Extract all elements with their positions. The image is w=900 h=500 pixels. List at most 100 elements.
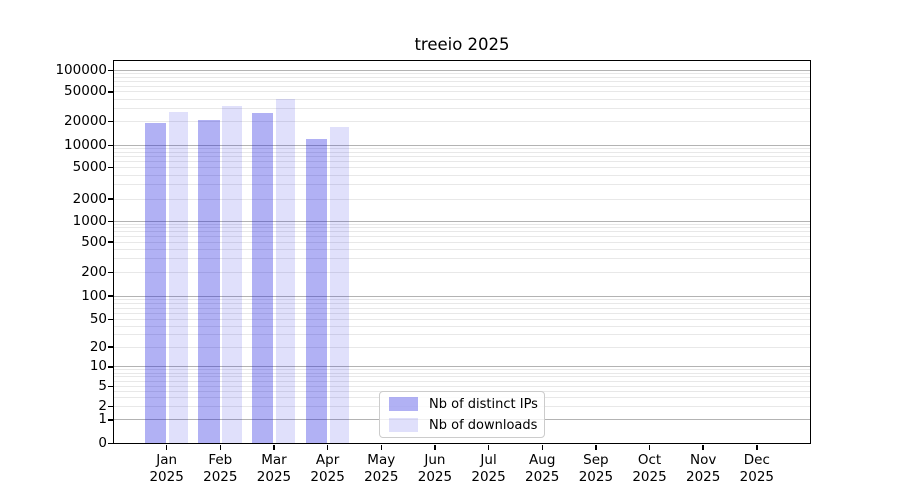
y-tick-label-1: 1	[98, 411, 107, 428]
gridline-minor	[113, 174, 811, 176]
y-tick-mark	[108, 241, 113, 243]
gridline-minor	[113, 346, 811, 348]
x-tick-mark	[648, 444, 651, 450]
y-tick-label-50: 50	[89, 311, 107, 327]
gridline-minor	[113, 258, 811, 260]
gridline-minor	[113, 385, 811, 387]
gridline-minor	[113, 85, 811, 87]
y-tick-label-500: 500	[81, 233, 107, 250]
y-tick-mark	[108, 271, 113, 273]
x-tick-mark	[165, 444, 168, 450]
x-tick-label-jun: Jun 2025	[417, 451, 453, 485]
y-tick-label-50000: 50000	[64, 83, 107, 100]
gridline-minor	[113, 108, 811, 110]
gridline-minor	[113, 166, 811, 168]
gridline-minor	[113, 248, 811, 250]
bar-downloads-apr	[329, 127, 350, 444]
legend-entry-distinct-ips: Nb of distinct IPs	[389, 396, 538, 412]
bar-distinct_ips-apr	[305, 139, 328, 444]
gridline-minor	[113, 148, 811, 150]
chart-title: treeio 2025	[414, 35, 510, 54]
x-tick-label-oct: Oct 2025	[632, 451, 667, 485]
x-tick-mark	[273, 444, 275, 450]
x-tick-mark	[380, 444, 382, 450]
legend: Nb of distinct IPs Nb of downloads	[379, 391, 545, 438]
y-tick-mark	[108, 405, 113, 408]
legend-label-downloads: Nb of downloads	[429, 417, 538, 433]
gridline-minor	[113, 307, 811, 309]
x-tick-mark	[434, 444, 436, 450]
gridline-minor	[113, 236, 811, 238]
y-tick-label-10: 10	[89, 358, 107, 375]
gridline-minor	[113, 227, 811, 229]
y-tick-mark	[108, 346, 113, 348]
gridline-minor	[113, 376, 811, 378]
y-tick-label-1000: 1000	[72, 212, 107, 229]
x-tick-label-nov: Nov 2025	[686, 451, 721, 485]
y-tick-mark	[108, 366, 113, 368]
gridline-major	[113, 144, 811, 146]
legend-swatch-downloads-icon	[389, 418, 418, 432]
y-tick-label-100: 100	[81, 287, 107, 304]
y-tick-label-0: 0	[98, 435, 107, 451]
y-tick-mark	[108, 220, 113, 222]
gridline-minor	[113, 380, 811, 382]
legend-label-distinct-ips: Nb of distinct IPs	[429, 396, 538, 412]
gridline-minor	[113, 299, 811, 301]
y-tick-mark	[108, 442, 113, 445]
gridline-minor	[113, 303, 811, 305]
gridline-minor	[113, 271, 811, 273]
y-tick-mark	[108, 295, 113, 297]
gridline-minor	[113, 184, 811, 186]
gridline-minor	[113, 198, 811, 200]
y-tick-mark	[108, 166, 113, 168]
y-tick-label-2000: 2000	[72, 190, 107, 207]
x-tick-mark	[487, 444, 490, 450]
bar-distinct_ips-mar	[251, 113, 274, 444]
y-tick-label-2: 2	[98, 397, 107, 414]
gridline-minor	[113, 334, 811, 336]
gridline-minor	[113, 312, 811, 314]
y-tick-mark	[108, 91, 113, 93]
y-tick-label-5000: 5000	[72, 158, 107, 175]
x-tick-mark	[326, 444, 329, 450]
y-tick-mark	[108, 144, 113, 146]
x-tick-label-jul: Jul 2025	[471, 451, 506, 485]
legend-entry-downloads: Nb of downloads	[389, 417, 538, 433]
x-tick-mark	[219, 444, 221, 450]
x-tick-label-apr: Apr 2025	[310, 451, 345, 485]
y-tick-mark	[108, 121, 113, 123]
gridline-major	[113, 366, 811, 368]
gridline-minor	[113, 151, 811, 153]
x-tick-label-dec: Dec 2025	[739, 451, 775, 485]
x-tick-mark	[756, 444, 758, 450]
y-tick-label-200: 200	[81, 263, 107, 280]
gridline-minor	[113, 319, 811, 320]
gridline-minor	[113, 325, 811, 327]
gridline-minor	[113, 81, 811, 83]
gridline-minor	[113, 372, 811, 374]
y-tick-mark	[108, 419, 113, 421]
gridline-minor	[113, 121, 811, 123]
gridline-major	[113, 220, 811, 222]
gridline-minor	[113, 161, 811, 162]
x-tick-mark	[595, 444, 597, 450]
x-tick-label-sep: Sep 2025	[578, 451, 614, 485]
gridline-minor	[113, 369, 811, 371]
x-tick-label-may: May 2025	[364, 451, 399, 485]
bar-downloads-mar	[275, 99, 296, 444]
legend-swatch-distinct-ips-icon	[389, 397, 418, 411]
y-tick-label-20000: 20000	[64, 113, 107, 130]
gridline-minor	[113, 77, 811, 79]
bar-downloads-jan	[168, 111, 189, 444]
y-tick-label-20: 20	[89, 338, 107, 355]
y-tick-mark	[108, 69, 113, 72]
gridline-minor	[113, 223, 811, 225]
y-tick-mark	[108, 318, 113, 321]
x-tick-mark	[541, 444, 543, 450]
y-tick-mark	[108, 385, 113, 387]
y-tick-mark	[108, 198, 113, 200]
x-tick-label-feb: Feb 2025	[203, 451, 238, 485]
x-tick-mark	[702, 444, 704, 450]
